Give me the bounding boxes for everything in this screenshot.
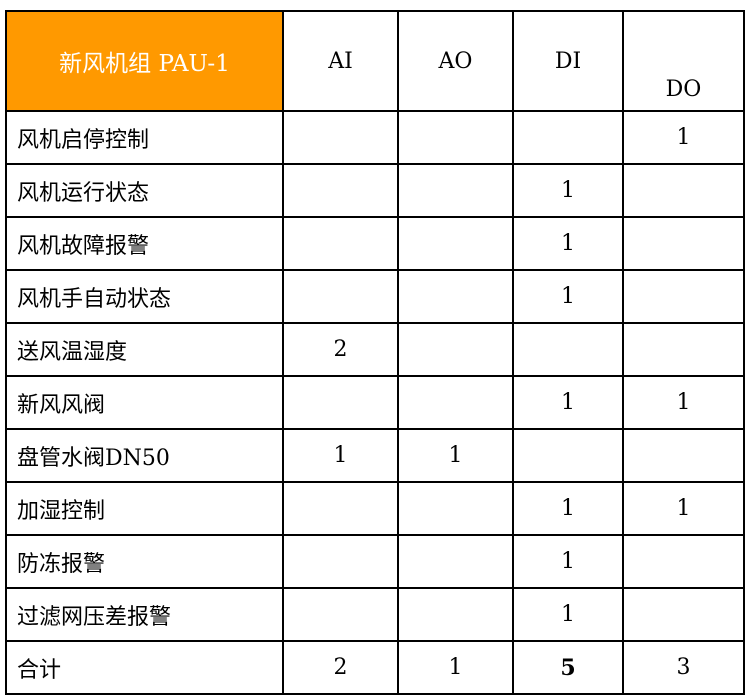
- cell-di: [512, 428, 624, 483]
- cell-di: [512, 110, 624, 165]
- row-label: 风机故障报警: [5, 216, 284, 271]
- table-row: 过滤网压差报警 1: [5, 587, 745, 642]
- cell-ai: [282, 375, 399, 430]
- cell-do: [622, 269, 745, 324]
- cell-ai: 2: [282, 322, 399, 377]
- cell-ao: 1: [397, 428, 514, 483]
- cell-ao: [397, 163, 514, 218]
- row-label: 风机手自动状态: [5, 269, 284, 324]
- cell-ao: [397, 269, 514, 324]
- row-label: 防冻报警: [5, 534, 284, 589]
- cell-ao: 1: [397, 640, 514, 695]
- row-label: 新风风阀: [5, 375, 284, 430]
- cell-ai: [282, 163, 399, 218]
- cell-di: 1: [512, 534, 624, 589]
- row-label: 加湿控制: [5, 481, 284, 536]
- cell-do: [622, 322, 745, 377]
- cell-ai: 1: [282, 428, 399, 483]
- cell-ao: [397, 534, 514, 589]
- cell-ai: [282, 269, 399, 324]
- cell-do: 1: [622, 110, 745, 165]
- cell-ai: 2: [282, 640, 399, 695]
- cell-ao: [397, 216, 514, 271]
- cell-ao: [397, 587, 514, 642]
- cell-do: [622, 216, 745, 271]
- row-label: 过滤网压差报警: [5, 587, 284, 642]
- table-row: 风机启停控制 1: [5, 110, 745, 165]
- table-row: 新风风阀 1 1: [5, 375, 745, 430]
- row-label: 送风温湿度: [5, 322, 284, 377]
- cell-di: 1: [512, 375, 624, 430]
- cell-di: 1: [512, 216, 624, 271]
- cell-ai: [282, 534, 399, 589]
- row-label: 盘管水阀DN50: [5, 428, 284, 483]
- row-label: 风机运行状态: [5, 163, 284, 218]
- cell-ai: [282, 587, 399, 642]
- table-row: 风机运行状态 1: [5, 163, 745, 218]
- io-point-table: 新风机组 PAU-1 AI AO DI DO 风机启停控制 1 风机运行状态 1 风机故…: [5, 10, 745, 695]
- cell-do: 1: [622, 375, 745, 430]
- table-row: 送风温湿度 2: [5, 322, 745, 377]
- cell-di: 1: [512, 587, 624, 642]
- cell-ao: [397, 322, 514, 377]
- cell-do: 1: [622, 481, 745, 536]
- total-row: 合计 2 1 5 3: [5, 640, 745, 695]
- table-row: 防冻报警 1: [5, 534, 745, 589]
- cell-ao: [397, 481, 514, 536]
- cell-ao: [397, 110, 514, 165]
- cell-ai: [282, 216, 399, 271]
- cell-di: 1: [512, 269, 624, 324]
- cell-di: [512, 322, 624, 377]
- cell-ao: [397, 375, 514, 430]
- cell-do: [622, 587, 745, 642]
- cell-do: [622, 163, 745, 218]
- cell-do: [622, 534, 745, 589]
- cell-di: 5: [512, 640, 624, 695]
- header-di: DI: [512, 10, 624, 112]
- header-row: 新风机组 PAU-1 AI AO DI DO: [5, 10, 745, 112]
- table-row: 盘管水阀DN50 1 1: [5, 428, 745, 483]
- table-row: 风机故障报警 1: [5, 216, 745, 271]
- table-title: 新风机组 PAU-1: [5, 10, 284, 112]
- cell-ai: [282, 481, 399, 536]
- cell-di: 1: [512, 481, 624, 536]
- header-ai: AI: [282, 10, 399, 112]
- cell-do: [622, 428, 745, 483]
- cell-ai: [282, 110, 399, 165]
- cell-di: 1: [512, 163, 624, 218]
- row-label: 合计: [5, 640, 284, 695]
- table-row: 风机手自动状态 1: [5, 269, 745, 324]
- table-row: 加湿控制 1 1: [5, 481, 745, 536]
- header-ao: AO: [397, 10, 514, 112]
- header-do: DO: [622, 10, 745, 112]
- row-label: 风机启停控制: [5, 110, 284, 165]
- cell-do: 3: [622, 640, 745, 695]
